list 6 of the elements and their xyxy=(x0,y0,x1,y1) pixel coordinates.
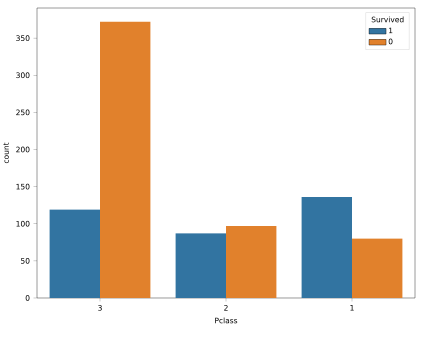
bar xyxy=(50,210,100,298)
bar xyxy=(226,226,276,298)
bar xyxy=(352,238,402,298)
bar xyxy=(100,22,150,298)
bar xyxy=(176,233,226,298)
bar xyxy=(302,197,352,298)
